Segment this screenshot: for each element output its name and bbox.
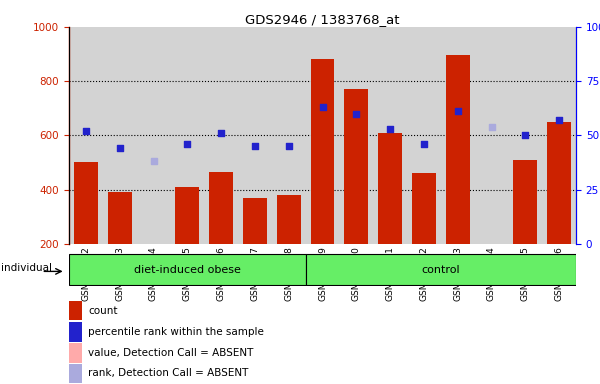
- Bar: [137, 27, 170, 244]
- Bar: [412, 173, 436, 244]
- Point: [182, 141, 192, 147]
- Text: count: count: [88, 306, 118, 316]
- Bar: [373, 27, 407, 244]
- FancyBboxPatch shape: [305, 254, 576, 285]
- Bar: [311, 60, 334, 244]
- Bar: [446, 55, 470, 244]
- FancyBboxPatch shape: [69, 254, 305, 285]
- Bar: [475, 27, 508, 244]
- Bar: [277, 195, 301, 244]
- Text: rank, Detection Call = ABSENT: rank, Detection Call = ABSENT: [88, 368, 248, 378]
- Point: [520, 132, 530, 139]
- Text: percentile rank within the sample: percentile rank within the sample: [88, 327, 264, 337]
- Bar: [508, 27, 542, 244]
- Bar: [378, 132, 402, 244]
- Point: [216, 130, 226, 136]
- Bar: [514, 160, 537, 244]
- Bar: [74, 162, 98, 244]
- Bar: [441, 27, 475, 244]
- Bar: [542, 27, 576, 244]
- Bar: [68, 343, 82, 363]
- Point: [318, 104, 328, 110]
- Bar: [108, 192, 131, 244]
- Bar: [170, 27, 204, 244]
- Text: value, Detection Call = ABSENT: value, Detection Call = ABSENT: [88, 348, 254, 358]
- Point: [284, 143, 293, 149]
- Text: individual: individual: [1, 263, 52, 273]
- Bar: [243, 198, 267, 244]
- Point: [81, 128, 91, 134]
- Bar: [272, 27, 305, 244]
- Text: control: control: [421, 265, 460, 275]
- Point: [385, 126, 395, 132]
- Title: GDS2946 / 1383768_at: GDS2946 / 1383768_at: [245, 13, 400, 26]
- Bar: [547, 122, 571, 244]
- Bar: [340, 27, 373, 244]
- Bar: [238, 27, 272, 244]
- Bar: [209, 172, 233, 244]
- Point: [149, 158, 158, 164]
- Bar: [68, 364, 82, 383]
- Bar: [68, 322, 82, 342]
- Bar: [344, 89, 368, 244]
- Text: diet-induced obese: diet-induced obese: [134, 265, 241, 275]
- Bar: [407, 27, 441, 244]
- Point: [419, 141, 428, 147]
- Point: [554, 117, 564, 123]
- Point: [453, 108, 463, 114]
- Bar: [305, 27, 340, 244]
- Bar: [103, 27, 137, 244]
- Bar: [204, 27, 238, 244]
- Bar: [175, 187, 199, 244]
- Point: [352, 111, 361, 117]
- Bar: [69, 27, 103, 244]
- Point: [487, 124, 496, 130]
- Point: [115, 145, 125, 151]
- Point: [250, 143, 260, 149]
- Bar: [68, 301, 82, 320]
